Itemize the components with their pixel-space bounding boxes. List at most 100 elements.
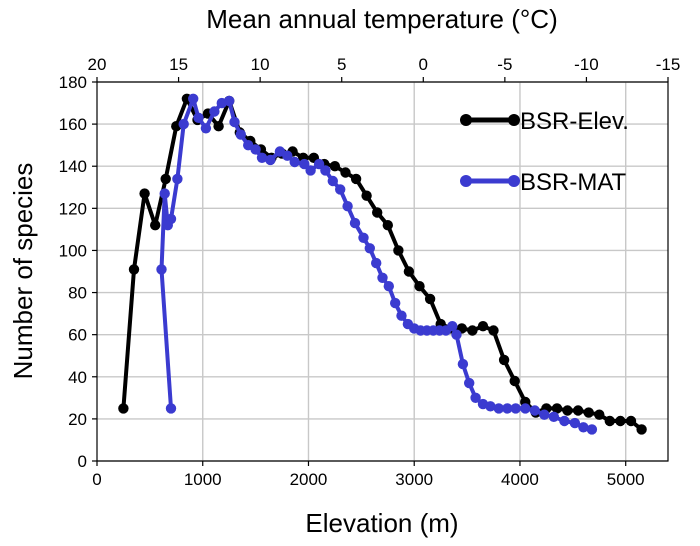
x2-tick-label: -5 [497, 55, 512, 74]
data-point [188, 93, 199, 105]
data-point [327, 175, 338, 187]
data-point [414, 281, 425, 292]
x2-axis-title: Mean annual temperature (°C) [206, 4, 557, 34]
data-point [361, 190, 372, 201]
data-point [493, 403, 504, 414]
data-point [510, 403, 521, 414]
legend-label: BSR-MAT [520, 169, 627, 196]
data-point [594, 409, 605, 420]
data-point [529, 405, 540, 416]
data-point [636, 424, 647, 435]
data-point [329, 161, 341, 172]
data-point [586, 424, 598, 435]
legend-marker [460, 114, 472, 126]
data-point [159, 188, 170, 199]
data-point [520, 403, 531, 414]
data-point [313, 158, 325, 170]
data-point [340, 167, 351, 178]
data-point [172, 173, 183, 185]
data-point [358, 232, 369, 243]
data-point [224, 95, 235, 107]
y-tick-label: 160 [59, 115, 87, 134]
data-point [200, 123, 212, 134]
data-point [578, 422, 589, 433]
data-point [424, 293, 436, 305]
x-axis-title: Elevation (m) [305, 508, 458, 538]
data-point [235, 129, 246, 140]
data-point [562, 405, 573, 416]
x-tick-label: 2000 [290, 470, 328, 489]
data-point [342, 201, 353, 212]
data-point [335, 184, 346, 195]
data-point [467, 325, 478, 336]
data-point [539, 409, 550, 420]
data-point [457, 358, 469, 370]
x-tick-label: 0 [92, 470, 101, 489]
data-point [165, 403, 177, 414]
y-tick-label: 40 [68, 368, 87, 387]
data-point [498, 354, 510, 366]
y-tick-label: 120 [59, 199, 87, 218]
data-point [128, 264, 140, 275]
data-point [396, 310, 407, 321]
series-layer [118, 93, 647, 435]
data-point [350, 173, 362, 185]
x2-tick-label: 20 [88, 55, 107, 74]
legend-marker [508, 175, 520, 187]
data-point [364, 243, 375, 254]
data-point [165, 213, 177, 225]
x-tick-label: 5000 [607, 470, 645, 489]
data-point [625, 415, 637, 427]
data-point [377, 272, 388, 283]
data-point [551, 403, 563, 414]
x-tick-label: 1000 [184, 470, 222, 489]
data-point [265, 154, 276, 166]
y-tick-label: 140 [59, 157, 87, 176]
data-point [250, 144, 261, 155]
data-point [118, 403, 129, 414]
data-point [156, 264, 167, 275]
x2-tick-label: -15 [656, 55, 681, 74]
data-point [502, 403, 513, 414]
y-tick-label: 0 [78, 452, 87, 471]
data-point [548, 411, 559, 422]
x2-tick-label: 10 [251, 55, 270, 74]
data-point [349, 217, 361, 229]
data-point [229, 116, 240, 128]
plot-area-frame [96, 81, 669, 462]
data-point [213, 121, 224, 132]
data-point [371, 257, 382, 269]
data-point [464, 377, 475, 389]
data-point [209, 106, 220, 117]
series-bsr-mat [156, 93, 598, 435]
data-point [393, 245, 404, 256]
data-point [477, 321, 489, 332]
y-tick-label: 80 [68, 284, 87, 303]
data-point [320, 165, 331, 176]
x2-tick-label: 15 [169, 55, 188, 74]
y-tick-label: 100 [59, 241, 87, 260]
data-point [150, 220, 161, 231]
data-point [160, 173, 171, 185]
data-point [256, 152, 268, 163]
x-tick-label: 4000 [501, 470, 539, 489]
data-point [299, 158, 310, 170]
data-point [372, 207, 383, 218]
data-point [470, 392, 481, 403]
x2-tick-label: 5 [337, 55, 346, 74]
data-point [604, 415, 615, 427]
data-point [615, 415, 626, 427]
data-point [139, 188, 150, 199]
data-point [403, 266, 415, 277]
data-point [305, 165, 316, 176]
y-tick-label: 180 [59, 73, 87, 92]
data-point [583, 407, 594, 418]
data-point [383, 281, 394, 292]
x2-tick-label: -10 [574, 55, 599, 74]
legend-marker [460, 175, 472, 187]
data-point [447, 321, 458, 332]
y-axis-title: Number of species [8, 163, 38, 380]
